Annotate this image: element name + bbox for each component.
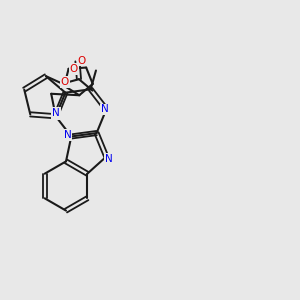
Text: N: N [101, 104, 109, 115]
Text: O: O [61, 77, 69, 87]
Text: N: N [52, 108, 60, 118]
Text: N: N [105, 154, 112, 164]
Text: O: O [78, 56, 86, 66]
Text: O: O [70, 64, 78, 74]
Text: N: N [52, 109, 60, 119]
Text: N: N [64, 130, 72, 140]
